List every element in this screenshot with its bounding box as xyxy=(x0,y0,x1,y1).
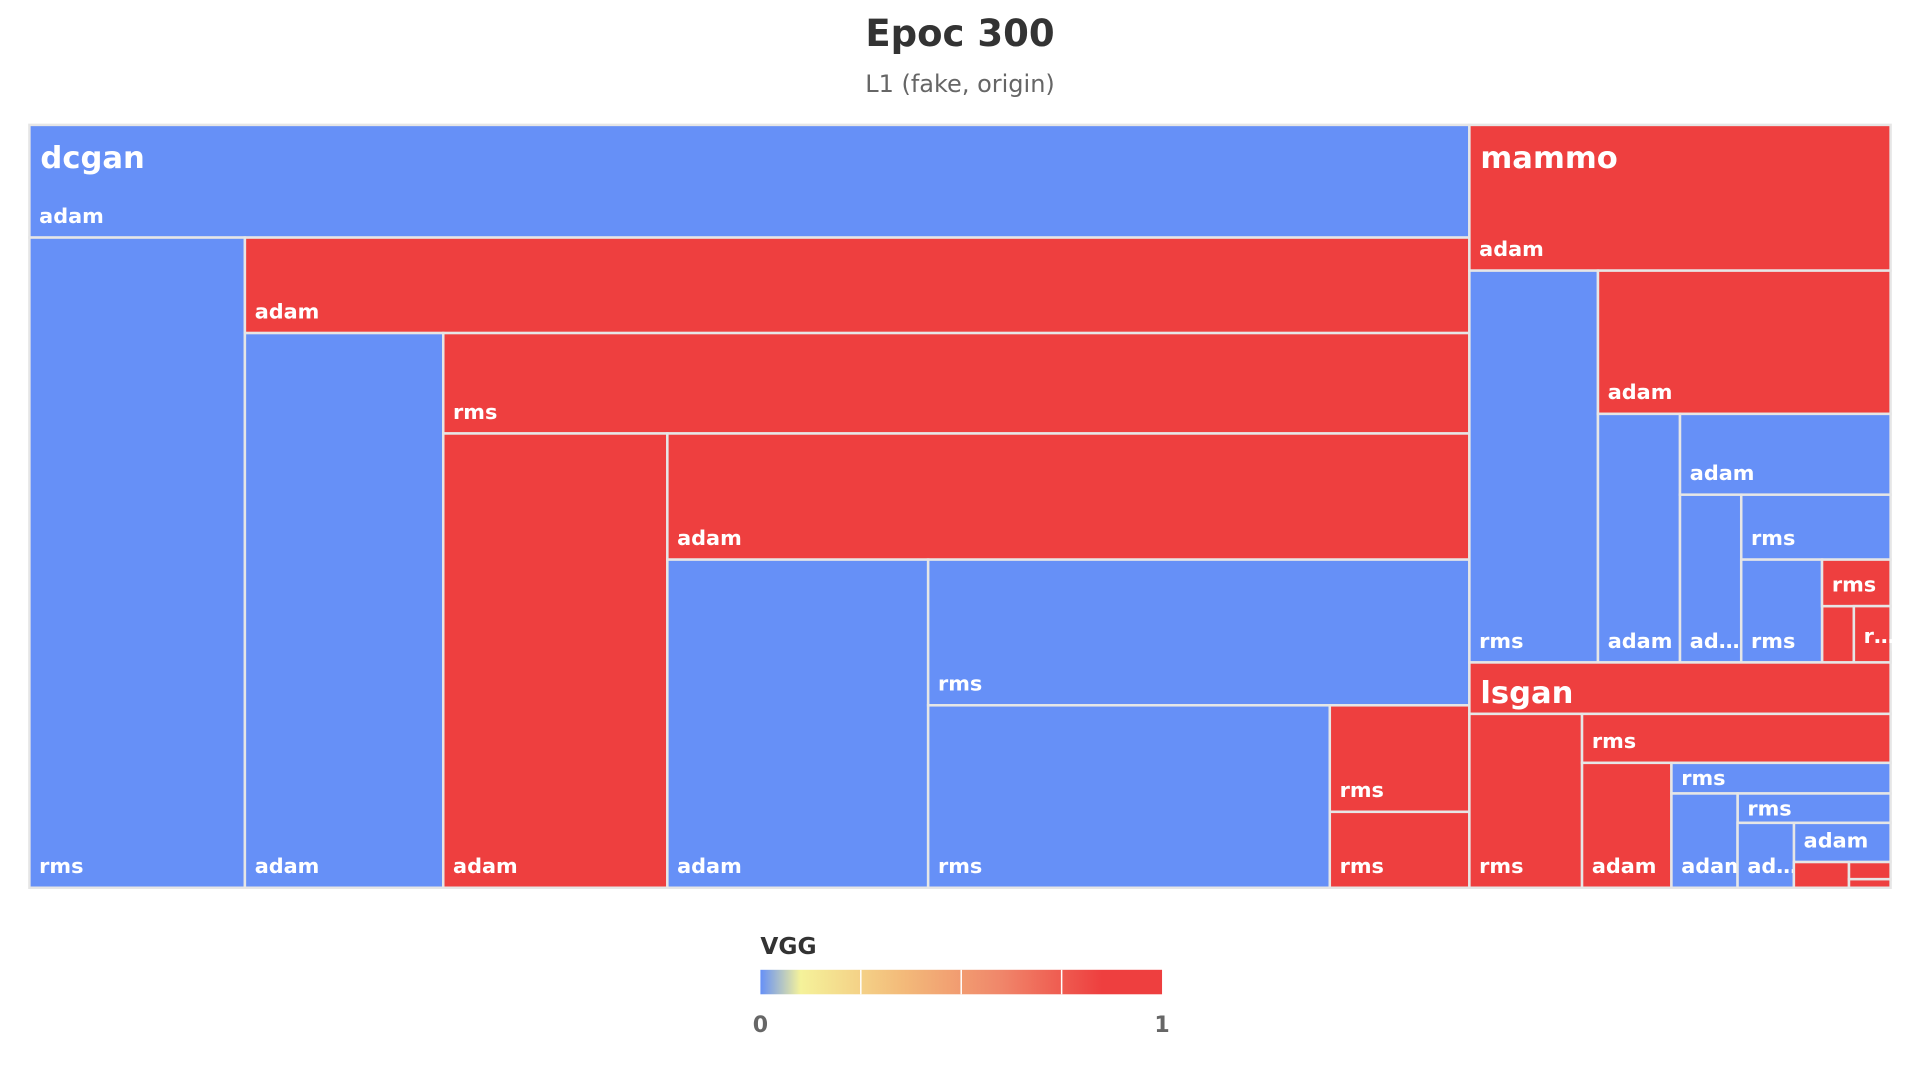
cell-label: adam xyxy=(255,299,320,323)
cell-label: rms xyxy=(938,672,982,696)
cell-label: adam xyxy=(677,526,742,550)
treemap-cell[interactable] xyxy=(243,236,1471,335)
cell-label: adam xyxy=(1479,237,1544,261)
treemap-cell[interactable] xyxy=(666,558,930,890)
treemap-cell[interactable] xyxy=(1596,412,1682,664)
cell-label: rms xyxy=(1479,854,1523,878)
treemap-cell[interactable] xyxy=(1820,558,1892,608)
treemap-cell[interactable] xyxy=(1820,604,1856,664)
cell-label: adam xyxy=(453,854,518,878)
legend-title: VGG xyxy=(760,933,816,960)
cell-label: rms xyxy=(39,854,83,878)
cell-label: adam xyxy=(1804,828,1869,852)
group-label: lsgan xyxy=(1480,676,1573,711)
treemap-cell[interactable] xyxy=(1596,269,1892,416)
treemap-cell[interactable] xyxy=(1580,712,1892,765)
cell-label: rms xyxy=(938,854,982,878)
cell-label: rms xyxy=(1592,729,1636,753)
group-label: dcgan xyxy=(40,141,144,176)
treemap-cell[interactable] xyxy=(926,558,1471,707)
treemap-cell[interactable] xyxy=(1792,860,1851,890)
cell-label: rms xyxy=(1479,629,1523,653)
legend-max-label: 1 xyxy=(1154,1013,1169,1038)
treemap-cell[interactable] xyxy=(442,331,1471,435)
treemap-cell[interactable] xyxy=(1852,604,1892,664)
treemap-cell[interactable] xyxy=(1468,269,1600,664)
treemap-cell[interactable] xyxy=(1736,821,1796,890)
treemap-cell[interactable] xyxy=(926,704,1332,890)
treemap-cell[interactable] xyxy=(1468,123,1892,272)
cell-label: adam xyxy=(1608,380,1673,404)
cell-label: rms xyxy=(1832,572,1876,596)
treemap-cell[interactable] xyxy=(1736,792,1892,825)
cell-label: rms xyxy=(1340,854,1384,878)
cell-label: rms xyxy=(1747,797,1791,821)
treemap-cell[interactable] xyxy=(1847,860,1892,881)
treemap-cell[interactable] xyxy=(666,432,1471,561)
treemap-cell[interactable] xyxy=(442,432,669,890)
treemap-cell[interactable] xyxy=(1328,810,1471,890)
treemap-cell[interactable] xyxy=(243,331,445,890)
cell-label: adam xyxy=(39,204,104,228)
cell-label: adam xyxy=(1690,461,1755,485)
cell-label: rms xyxy=(1751,526,1795,550)
treemap-cell[interactable] xyxy=(1678,493,1743,664)
treemap-cell[interactable] xyxy=(28,123,1471,239)
chart-subtitle: L1 (fake, origin) xyxy=(865,70,1055,98)
cell-label: rms xyxy=(1681,766,1725,790)
cell-label: adam xyxy=(255,854,320,878)
chart-title: Epoc 300 xyxy=(865,12,1055,55)
cell-label: rms xyxy=(1340,778,1384,802)
treemap-cell[interactable] xyxy=(1468,712,1584,890)
treemap-cell[interactable] xyxy=(28,236,247,890)
cell-label: adam xyxy=(1592,854,1657,878)
treemap-cell[interactable] xyxy=(1328,704,1471,814)
treemap-cell[interactable] xyxy=(1847,877,1892,890)
cell-label: ad… xyxy=(1747,854,1797,878)
cell-label: adam xyxy=(1608,629,1673,653)
cell-label: adam xyxy=(1681,854,1746,878)
cell-label: rms xyxy=(453,400,497,424)
cell-label: rms xyxy=(1751,629,1795,653)
treemap-cell[interactable] xyxy=(1468,661,1892,716)
treemap-cell[interactable] xyxy=(1670,761,1892,795)
treemap-cell[interactable] xyxy=(1678,412,1892,496)
cell-label: ad… xyxy=(1690,629,1740,653)
cell-label: adam xyxy=(677,854,742,878)
legend-min-label: 0 xyxy=(753,1013,768,1038)
cell-label: r… xyxy=(1864,624,1895,648)
treemap-cell[interactable] xyxy=(1739,493,1892,561)
group-mammo: adam rms adam adam adam rms ad… rms rms r… mammo xyxy=(1468,123,1895,716)
group-label: mammo xyxy=(1480,141,1617,176)
treemap-cell[interactable] xyxy=(1792,821,1892,864)
